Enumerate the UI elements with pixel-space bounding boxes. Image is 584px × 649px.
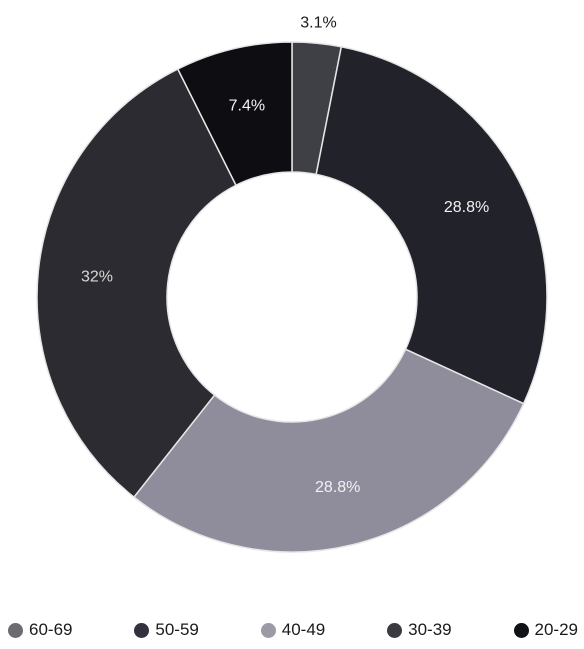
legend-swatch-30-39 <box>387 622 403 638</box>
legend-label-60-69: 60-69 <box>29 620 73 639</box>
data-label-20-29: 7.4% <box>229 97 265 114</box>
slice-40-49[interactable] <box>132 348 525 553</box>
data-label-30-39: 32% <box>81 268 113 285</box>
legend-swatch-20-29 <box>513 622 529 638</box>
legend-item-40-49[interactable]: 40-49 <box>260 620 326 640</box>
data-label-60-69: 3.1% <box>300 15 336 32</box>
data-label-40-49: 28.8% <box>315 479 360 496</box>
legend-item-30-39[interactable]: 30-39 <box>387 620 452 640</box>
legend-item-20-29[interactable]: 20-29 <box>513 620 578 640</box>
chart-legend: 60-69 50-59 40-49 30-39 20-29 <box>0 612 584 648</box>
data-label-50-59: 28.8% <box>444 199 489 216</box>
legend-swatch-60-69 <box>8 622 23 638</box>
legend-swatch-50-59 <box>134 622 150 638</box>
legend-item-60-69[interactable]: 60-69 <box>8 620 72 640</box>
slice-30-39[interactable] <box>36 68 238 499</box>
legend-swatch-40-49 <box>260 622 276 638</box>
legend-label-50-59: 50-59 <box>155 620 199 639</box>
donut-chart-svg: 3.1% 28.8% 28.8% 32% 7.4% <box>36 15 548 553</box>
legend-label-30-39: 30-39 <box>408 620 452 639</box>
slice-50-59[interactable] <box>315 45 548 405</box>
slice-20-29[interactable] <box>176 41 293 187</box>
legend-label-20-29: 20-29 <box>534 620 578 639</box>
legend-item-50-59[interactable]: 50-59 <box>134 620 199 640</box>
legend-label-40-49: 40-49 <box>281 620 326 639</box>
